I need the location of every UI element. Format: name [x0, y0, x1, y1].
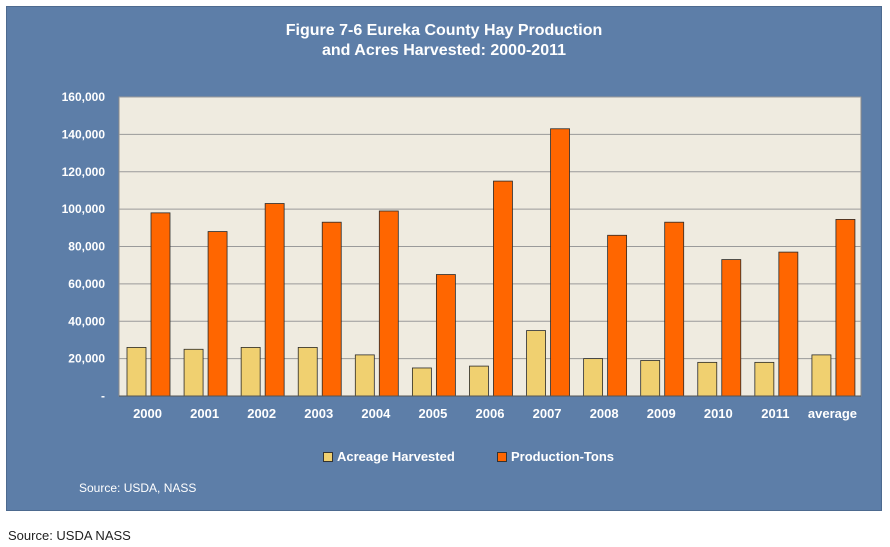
x-tick-label: 2001 — [190, 406, 219, 421]
y-tick-label: 60,000 — [68, 277, 105, 291]
y-tick-label: 100,000 — [62, 202, 106, 216]
legend-swatch-production — [497, 451, 507, 462]
bar-acreage — [526, 330, 546, 397]
bar-production — [493, 180, 513, 397]
bar-production — [321, 221, 342, 397]
bar-acreage — [811, 354, 832, 397]
y-tick-label: 20,000 — [68, 352, 105, 366]
x-tick-label: 2004 — [361, 406, 391, 421]
x-tick-label: average — [808, 406, 857, 421]
bar-acreage — [640, 360, 661, 397]
y-tick-label: 160,000 — [62, 90, 106, 104]
bar-production — [664, 221, 685, 397]
x-tick-label: 2005 — [418, 406, 447, 421]
bar-acreage — [469, 365, 489, 397]
bar-acreage — [583, 358, 604, 397]
bar-acreage — [183, 348, 204, 397]
bar-production — [550, 128, 570, 397]
y-tick-label: - — [101, 389, 105, 403]
x-tick-label: 2000 — [133, 406, 162, 421]
legend-item-acreage: Acreage Harvested — [323, 449, 455, 464]
bar-production — [835, 219, 856, 397]
chart-title: Figure 7-6 Eureka County Hay Production … — [7, 21, 881, 61]
y-tick-label: 40,000 — [68, 314, 105, 328]
x-tick-label: 2009 — [647, 406, 676, 421]
chart-title-line-2: and Acres Harvested: 2000-2011 — [322, 42, 566, 59]
bar-production — [207, 231, 228, 397]
x-tick-label: 2011 — [761, 406, 789, 421]
x-tick-label: 2008 — [590, 406, 619, 421]
bar-production — [778, 251, 799, 397]
x-tick-label: 2002 — [247, 406, 276, 421]
bar-production — [607, 234, 628, 397]
chart-title-line-1: Figure 7-6 Eureka County Hay Production — [285, 22, 603, 39]
legend-label-production: Production-Tons — [511, 449, 615, 464]
x-tick-label: 2010 — [704, 406, 733, 421]
bar-acreage — [126, 347, 147, 397]
x-tick-label: 2007 — [533, 406, 562, 421]
page-source-note: Source: USDA NASS — [8, 528, 131, 543]
y-tick-label: 120,000 — [62, 165, 106, 179]
legend-item-production: Production-Tons — [497, 449, 614, 464]
chart-panel: Figure 7-6 Eureka County Hay Production … — [6, 6, 882, 511]
bar-chart: - 20,000 40,000 60,000 80,000 100,000 120,000 1… — [62, 90, 862, 421]
bar-acreage — [240, 347, 261, 397]
bar-production — [150, 212, 171, 397]
chart-source-note: Source: USDA, NASS — [79, 481, 197, 495]
x-tick-label: 2003 — [304, 406, 333, 421]
bar-production — [435, 274, 456, 397]
bar-production — [721, 259, 742, 397]
legend-swatch-acreage — [323, 451, 333, 462]
bar-acreage — [297, 347, 318, 397]
bar-acreage — [354, 354, 375, 397]
bar-acreage — [411, 367, 432, 397]
bar-production — [264, 203, 285, 397]
bar-acreage — [697, 361, 718, 397]
bar-production — [378, 210, 399, 397]
x-tick-label: 2006 — [476, 406, 505, 421]
y-tick-label: 80,000 — [68, 240, 105, 254]
y-tick-label: 140,000 — [62, 127, 106, 141]
legend-label-acreage: Acreage Harvested — [337, 449, 455, 464]
bar-acreage — [754, 361, 775, 397]
